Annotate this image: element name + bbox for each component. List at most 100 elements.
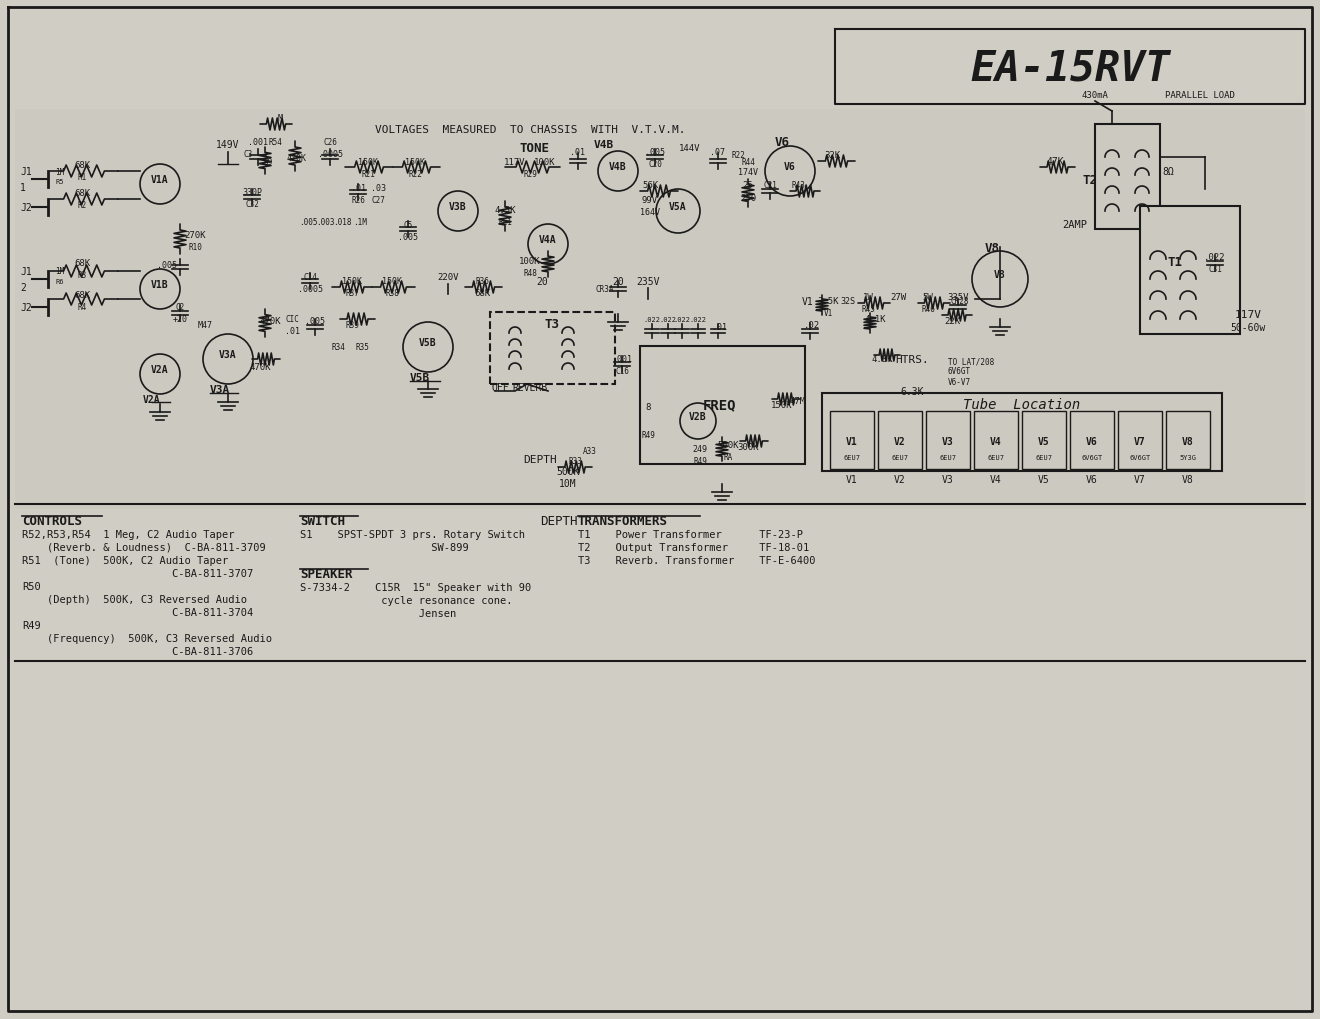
Text: R33: R33 [568,458,582,466]
Text: .01: .01 [570,148,586,156]
Text: TO LAT/208
6V6GT
V6-V7: TO LAT/208 6V6GT V6-V7 [948,357,994,386]
Text: C27: C27 [371,196,385,204]
Text: .001: .001 [612,356,632,364]
Text: V1B: V1B [152,280,169,289]
Text: 150K: 150K [405,157,425,166]
Text: 1M: 1M [55,267,65,276]
Text: J2: J2 [20,303,32,313]
Text: C31: C31 [1208,265,1222,274]
Text: V8: V8 [1183,436,1193,446]
Text: 6V6GT: 6V6GT [1130,454,1151,461]
FancyBboxPatch shape [927,412,970,470]
Text: C32: C32 [246,200,259,208]
Text: 150K: 150K [342,277,362,286]
Text: C3: C3 [243,150,252,158]
Text: .005: .005 [298,217,317,226]
Text: 117V: 117V [504,157,525,166]
Text: (Reverb. & Loudness)  C-BA-811-3709: (Reverb. & Loudness) C-BA-811-3709 [22,542,265,552]
Text: 6EU7: 6EU7 [940,454,957,461]
Text: 164V: 164V [640,207,660,216]
Text: R50: R50 [22,582,41,591]
Text: 470K: 470K [259,317,281,326]
Text: .005: .005 [157,260,177,269]
Text: 25: 25 [743,180,754,190]
Text: M: M [277,113,282,122]
FancyBboxPatch shape [974,412,1018,470]
Text: V6: V6 [775,136,789,149]
Text: R38: R38 [385,289,399,299]
Text: R34: R34 [331,343,345,353]
Text: 56K: 56K [642,180,659,190]
Text: 174V: 174V [738,167,758,176]
Text: C21: C21 [763,180,777,190]
Text: R45: R45 [861,306,875,314]
Text: C5: C5 [404,220,413,229]
Text: RA: RA [723,452,733,461]
Text: T1    Power Transformer      TF-23-P: T1 Power Transformer TF-23-P [578,530,803,539]
Text: R39: R39 [345,320,359,329]
Text: 5Y3G: 5Y3G [1180,454,1196,461]
Text: CR3A: CR3A [595,285,614,294]
Text: V4: V4 [990,436,1002,446]
Text: 250: 250 [741,194,756,203]
Text: V6: V6 [784,162,796,172]
Text: R52,R53,R54  1 Meg, C2 Audio Taper: R52,R53,R54 1 Meg, C2 Audio Taper [22,530,235,539]
Text: cycle resonance cone.: cycle resonance cone. [300,595,512,605]
FancyBboxPatch shape [490,313,615,384]
Text: .022: .022 [660,317,676,323]
Text: .0005: .0005 [297,285,322,294]
Text: R6: R6 [55,279,65,284]
Text: V1: V1 [803,297,814,307]
Text: T2: T2 [1082,173,1097,186]
Text: V5: V5 [1038,475,1049,484]
Text: 99V: 99V [642,196,659,204]
Text: V2A: V2A [143,394,161,405]
Text: V7: V7 [1134,475,1146,484]
Text: R5: R5 [55,178,65,184]
Text: 68K: 68K [474,289,490,299]
Text: TRANSFORMERS: TRANSFORMERS [578,515,668,528]
Text: 100K: 100K [519,257,541,266]
Text: 47K: 47K [1047,157,1064,167]
Text: R49: R49 [693,458,708,466]
Text: 4.8K: 4.8K [871,356,892,364]
Text: 150K: 150K [358,157,378,166]
Text: R29: R29 [523,169,537,178]
Text: 22K: 22K [944,317,960,326]
Text: TONE: TONE [520,142,550,154]
Text: V3: V3 [942,436,954,446]
Text: SPEAKER: SPEAKER [300,568,352,581]
Text: C20: C20 [648,159,661,168]
Text: (Frequency)  500K, C3 Reversed Audio: (Frequency) 500K, C3 Reversed Audio [22,634,272,643]
Text: 100K: 100K [535,157,556,166]
Text: R37: R37 [345,289,359,299]
Text: V2: V2 [894,436,906,446]
Text: R49: R49 [22,621,41,631]
Text: V8: V8 [1183,475,1193,484]
Text: 235V: 235V [636,277,660,286]
Text: C14: C14 [304,273,317,282]
Text: .003: .003 [315,217,334,226]
Text: 8Ω: 8Ω [1162,167,1173,177]
Text: FREQ: FREQ [704,397,737,412]
FancyBboxPatch shape [640,346,805,465]
Text: .01: .01 [713,323,727,332]
Text: .005: .005 [399,232,418,242]
Text: +20: +20 [173,315,187,324]
Text: RE1: RE1 [498,217,512,226]
Text: 6EU7: 6EU7 [1035,454,1052,461]
Text: R22: R22 [731,151,744,159]
Text: R46: R46 [921,306,935,314]
FancyBboxPatch shape [822,393,1222,472]
Text: 5W: 5W [923,293,933,303]
Text: V3B: V3B [449,202,467,212]
Text: V8: V8 [985,242,999,255]
FancyBboxPatch shape [878,412,921,470]
Text: 500K: 500K [717,440,739,449]
Text: R35: R35 [355,343,368,353]
Text: 6.3K: 6.3K [900,386,924,396]
FancyBboxPatch shape [1140,207,1239,334]
Text: .07: .07 [710,148,726,156]
Text: A33: A33 [583,447,597,457]
Text: V4: V4 [990,475,1002,484]
